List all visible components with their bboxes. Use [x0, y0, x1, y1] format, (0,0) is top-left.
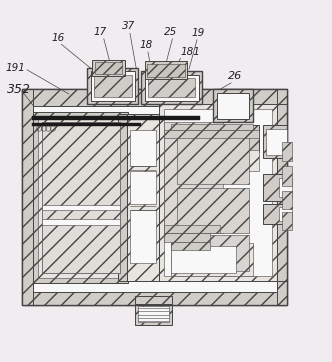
Bar: [164, 233, 210, 241]
Bar: [130, 210, 156, 263]
Text: 18: 18: [140, 40, 153, 50]
Polygon shape: [32, 123, 141, 126]
Bar: [263, 125, 287, 158]
Bar: [95, 62, 123, 73]
Bar: [282, 212, 292, 230]
Bar: [22, 89, 287, 306]
Bar: [263, 174, 290, 201]
Bar: [164, 225, 220, 233]
Bar: [263, 204, 290, 224]
Text: 352: 352: [7, 83, 31, 96]
Text: 181: 181: [180, 47, 200, 56]
Bar: [141, 71, 202, 104]
Text: 26: 26: [228, 71, 242, 81]
Bar: [32, 97, 279, 297]
Bar: [174, 150, 259, 171]
Bar: [177, 129, 249, 184]
Text: 19: 19: [191, 28, 204, 38]
Bar: [213, 89, 253, 122]
Bar: [145, 75, 199, 101]
Bar: [164, 130, 259, 138]
Bar: [177, 188, 249, 233]
Bar: [159, 104, 277, 281]
Bar: [135, 296, 173, 304]
Bar: [87, 68, 138, 104]
Bar: [282, 191, 292, 209]
Bar: [148, 78, 196, 97]
Bar: [42, 205, 120, 210]
Bar: [22, 89, 33, 306]
Bar: [164, 122, 223, 233]
Text: 16: 16: [51, 33, 64, 43]
Bar: [42, 122, 120, 273]
Bar: [171, 124, 253, 130]
Bar: [33, 112, 128, 282]
Bar: [277, 89, 287, 306]
Bar: [279, 207, 292, 221]
Bar: [22, 89, 287, 106]
Bar: [42, 122, 120, 273]
Bar: [135, 304, 173, 325]
Bar: [266, 129, 287, 155]
Text: 17: 17: [94, 27, 107, 37]
Bar: [171, 247, 236, 273]
Bar: [138, 306, 169, 323]
Bar: [164, 109, 272, 276]
Bar: [217, 93, 249, 119]
Bar: [22, 292, 287, 306]
Bar: [171, 243, 253, 276]
Bar: [171, 241, 210, 250]
Polygon shape: [32, 115, 200, 121]
Bar: [282, 142, 292, 161]
Bar: [38, 117, 124, 278]
Bar: [145, 62, 187, 80]
Bar: [91, 71, 135, 101]
Bar: [279, 178, 292, 197]
Bar: [130, 171, 156, 204]
Text: 191: 191: [5, 63, 25, 73]
Bar: [277, 104, 287, 281]
Bar: [130, 130, 156, 166]
Bar: [92, 60, 125, 76]
Bar: [177, 235, 249, 271]
Bar: [42, 219, 120, 224]
Text: 37: 37: [122, 21, 135, 31]
Bar: [94, 75, 131, 97]
Bar: [282, 166, 292, 186]
Bar: [126, 114, 159, 281]
Bar: [147, 64, 185, 77]
Bar: [171, 125, 259, 152]
Bar: [119, 114, 126, 281]
Text: 25: 25: [164, 27, 178, 37]
